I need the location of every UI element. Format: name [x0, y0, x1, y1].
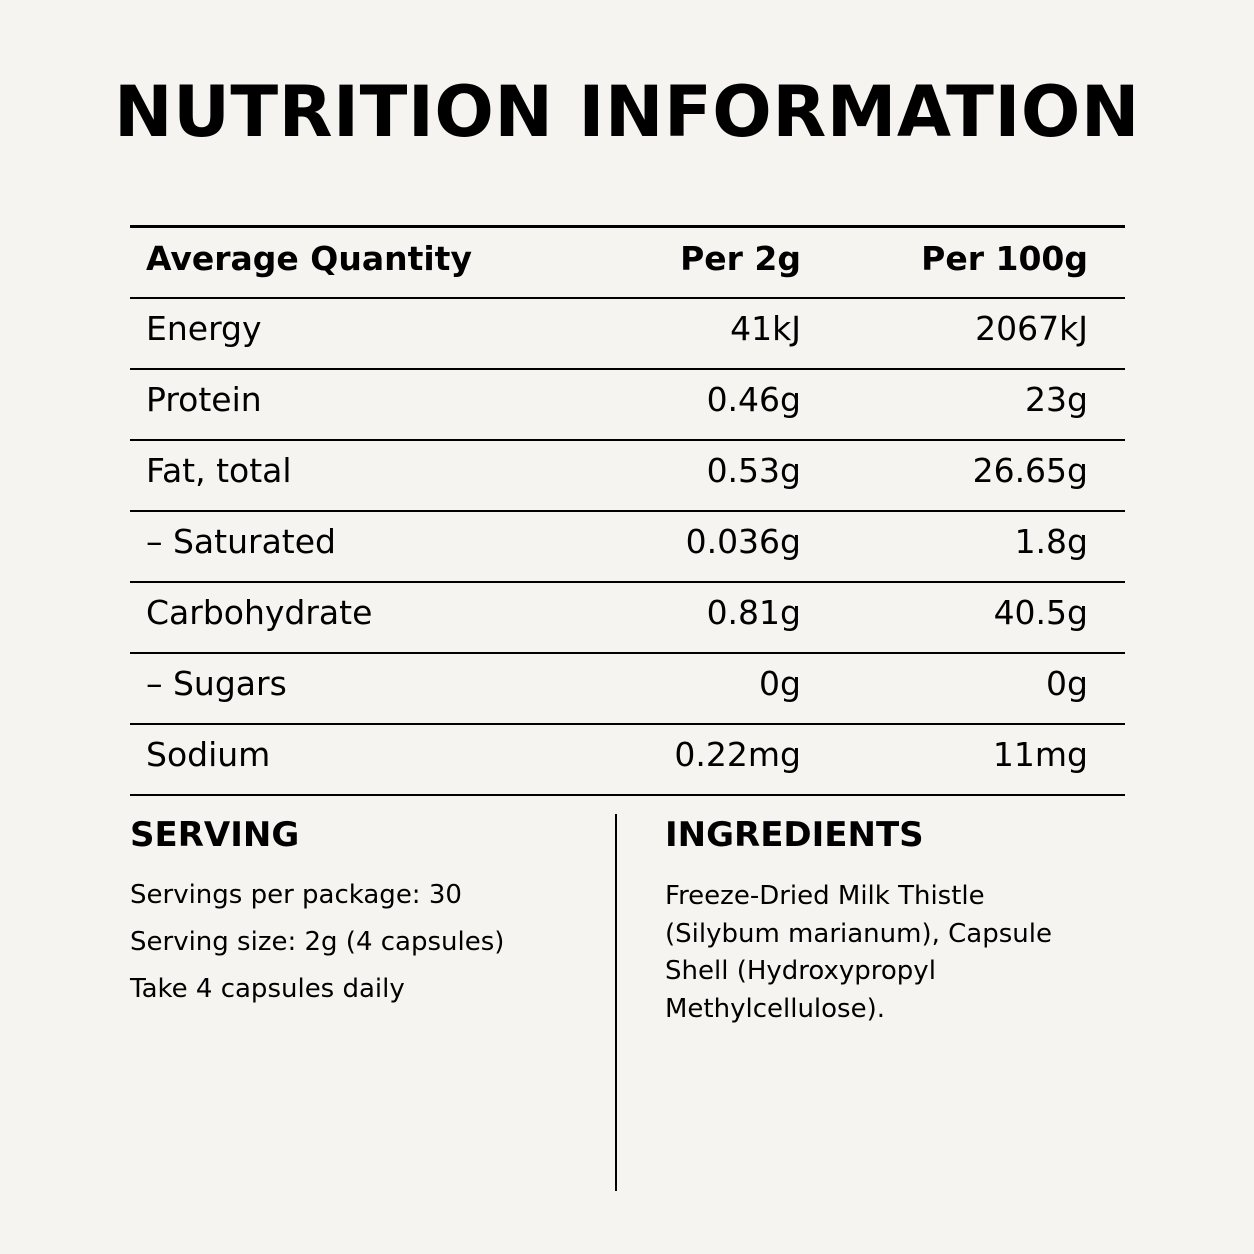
table-row: – Sugars 0g 0g: [130, 654, 1125, 725]
serving-line-directions: Take 4 capsules daily: [130, 974, 405, 1004]
nutrient-per-serving: 0g: [759, 664, 801, 703]
nutrient-per-100g: 26.65g: [972, 451, 1088, 490]
nutrient-name: Energy: [146, 309, 262, 348]
table-row: Protein 0.46g 23g: [130, 370, 1125, 441]
serving-heading: SERVING: [130, 815, 300, 855]
table-row: Energy 41kJ 2067kJ: [130, 299, 1125, 370]
nutrient-per-100g: 40.5g: [993, 593, 1088, 632]
nutrient-name: – Saturated: [146, 522, 336, 561]
nutrient-per-serving: 0.81g: [706, 593, 801, 632]
serving-line-serving-size: Serving size: 2g (4 capsules): [130, 927, 505, 957]
nutrient-per-100g: 1.8g: [1014, 522, 1088, 561]
ingredients-list: Freeze-Dried Milk Thistle (Silybum maria…: [665, 881, 1052, 1024]
nutrient-per-100g: 23g: [1025, 380, 1088, 419]
table-row: Sodium 0.22mg 11mg: [130, 725, 1125, 796]
column-header-quantity: Average Quantity: [146, 239, 472, 278]
nutrient-name: Sodium: [146, 735, 271, 774]
nutrient-per-100g: 0g: [1046, 664, 1088, 703]
nutrient-name: Fat, total: [146, 451, 292, 490]
nutrient-per-serving: 0.22mg: [674, 735, 801, 774]
nutrient-per-100g: 2067kJ: [975, 309, 1088, 348]
table-row: Carbohydrate 0.81g 40.5g: [130, 583, 1125, 654]
table-row: – Saturated 0.036g 1.8g: [130, 512, 1125, 583]
serving-line-servings-per-package: Servings per package: 30: [130, 880, 462, 910]
section-divider: [615, 814, 617, 1191]
nutrient-per-100g: 11mg: [992, 735, 1088, 774]
table-header-row: Average Quantity Per 2g Per 100g: [130, 228, 1125, 299]
table-row: Fat, total 0.53g 26.65g: [130, 441, 1125, 512]
nutrient-per-serving: 0.036g: [685, 522, 801, 561]
column-header-per-100g: Per 100g: [921, 239, 1088, 278]
nutrient-per-serving: 0.53g: [706, 451, 801, 490]
ingredients-heading: INGREDIENTS: [665, 815, 924, 855]
nutrient-name: – Sugars: [146, 664, 287, 703]
nutrient-per-serving: 41kJ: [730, 309, 801, 348]
nutrient-name: Protein: [146, 380, 262, 419]
column-header-per-serving: Per 2g: [680, 239, 801, 278]
nutrient-name: Carbohydrate: [146, 593, 373, 632]
nutrition-table: Average Quantity Per 2g Per 100g Energy …: [130, 225, 1125, 796]
nutrient-per-serving: 0.46g: [706, 380, 801, 419]
page-title: NUTRITION INFORMATION: [113, 71, 1140, 153]
